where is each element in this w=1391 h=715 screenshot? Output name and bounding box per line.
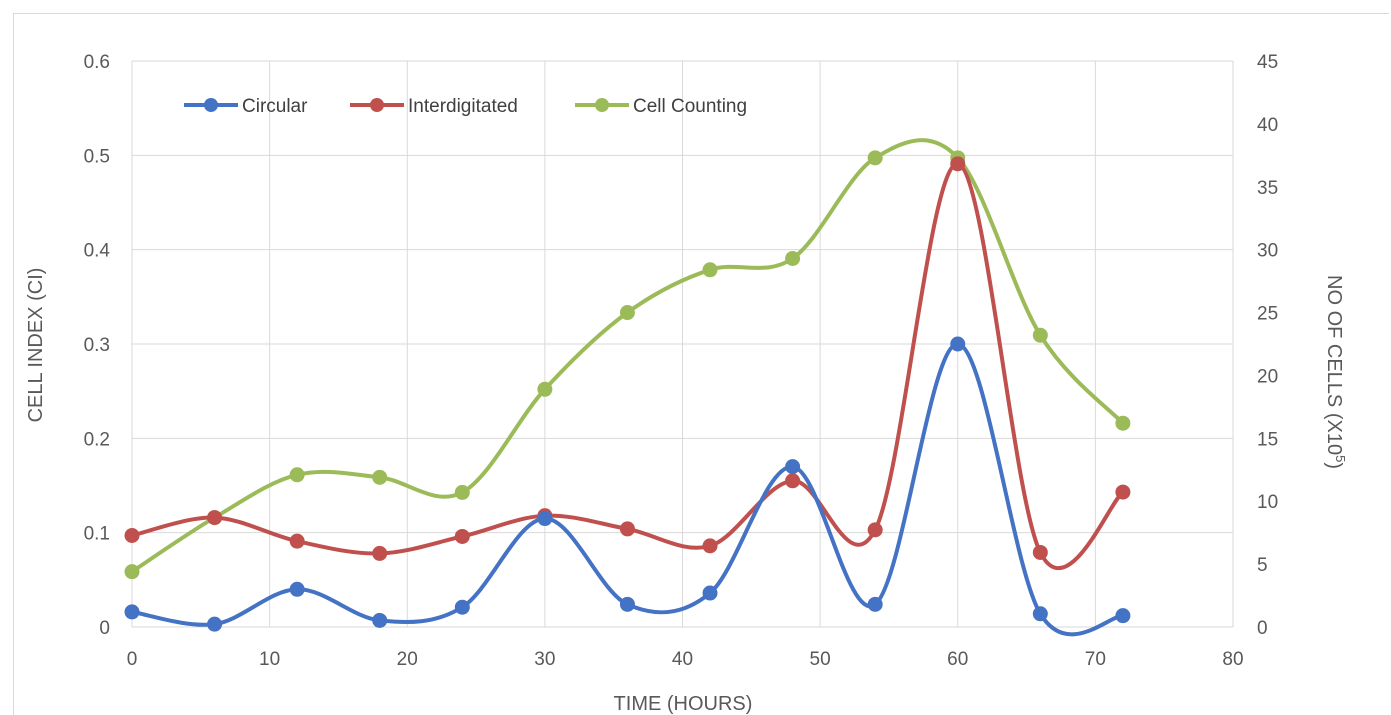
data-point-cell-counting bbox=[124, 564, 140, 580]
series-circular bbox=[124, 336, 1131, 637]
data-point-interdigitated bbox=[454, 528, 470, 544]
y2-tick-label: 10 bbox=[1257, 492, 1278, 513]
y2-tick-label: 5 bbox=[1257, 555, 1268, 576]
data-point-interdigitated bbox=[1115, 484, 1131, 500]
legend-label: Interdigitated bbox=[408, 96, 518, 117]
x-tick-label: 20 bbox=[397, 649, 418, 670]
data-point-interdigitated bbox=[207, 510, 223, 526]
x-tick-label: 0 bbox=[127, 649, 138, 670]
data-point-cell-counting bbox=[1032, 327, 1048, 343]
data-point-circular bbox=[1032, 606, 1048, 622]
data-point-circular bbox=[124, 604, 140, 620]
legend-item-cell-counting: Cell Counting bbox=[575, 96, 747, 117]
data-point-cell-counting bbox=[372, 469, 388, 485]
y-tick-label: 0.6 bbox=[84, 52, 110, 73]
legend-label: Circular bbox=[242, 96, 308, 117]
y-tick-label: 0.1 bbox=[84, 524, 110, 545]
legend-swatch-marker bbox=[204, 98, 218, 112]
x-tick-label: 60 bbox=[947, 649, 968, 670]
y2-tick-label: 45 bbox=[1257, 52, 1278, 73]
data-point-circular bbox=[537, 511, 553, 527]
data-point-interdigitated bbox=[1032, 544, 1048, 560]
data-point-cell-counting bbox=[785, 250, 801, 266]
y-tick-label: 0.5 bbox=[84, 146, 110, 167]
y2-tick-label: 0 bbox=[1257, 618, 1268, 639]
y2-axis-title-sup: 5 bbox=[1333, 455, 1348, 462]
chart-frame bbox=[13, 13, 1389, 715]
y2-axis-title: NO OF CELLS (X105) bbox=[1323, 275, 1348, 469]
series-interdigitated bbox=[124, 156, 1131, 571]
data-point-interdigitated bbox=[289, 533, 305, 549]
x-axis-title: TIME (HOURS) bbox=[614, 693, 753, 715]
data-point-circular bbox=[1115, 608, 1131, 624]
x-tick-label: 80 bbox=[1222, 649, 1243, 670]
data-point-interdigitated bbox=[124, 527, 140, 543]
data-point-circular bbox=[289, 581, 305, 597]
data-point-circular bbox=[702, 585, 718, 601]
y2-tick-label: 30 bbox=[1257, 241, 1278, 262]
x-tick-label: 40 bbox=[672, 649, 693, 670]
series-line-interdigitated bbox=[131, 161, 1125, 571]
data-point-circular bbox=[619, 596, 635, 612]
data-point-cell-counting bbox=[702, 262, 718, 278]
series-line-circular bbox=[131, 341, 1124, 637]
data-point-circular bbox=[372, 612, 388, 628]
data-point-circular bbox=[785, 459, 801, 475]
data-point-cell-counting bbox=[537, 381, 553, 397]
x-tick-label: 50 bbox=[810, 649, 831, 670]
y2-tick-label: 35 bbox=[1257, 178, 1278, 199]
data-point-interdigitated bbox=[372, 545, 388, 561]
data-point-cell-counting bbox=[454, 484, 470, 500]
series-layer bbox=[124, 138, 1131, 637]
legend: Circular Interdigitated Cell Counting bbox=[184, 96, 747, 117]
y-tick-label: 0 bbox=[99, 618, 110, 639]
y2-axis-title-main: NO OF CELLS (X10 bbox=[1323, 275, 1345, 455]
y-tick-label: 0.2 bbox=[84, 429, 110, 450]
legend-item-circular: Circular bbox=[184, 96, 308, 117]
data-point-interdigitated bbox=[867, 522, 883, 538]
y2-tick-label: 40 bbox=[1257, 115, 1278, 136]
y2-tick-label: 15 bbox=[1257, 429, 1278, 450]
series-cell-counting bbox=[124, 138, 1131, 580]
legend-label: Cell Counting bbox=[633, 96, 747, 117]
y2-tick-label: 20 bbox=[1257, 366, 1278, 387]
data-point-interdigitated bbox=[619, 521, 635, 537]
legend-item-interdigitated: Interdigitated bbox=[350, 96, 518, 117]
data-point-cell-counting bbox=[1115, 415, 1131, 431]
data-point-interdigitated bbox=[702, 538, 718, 554]
data-point-cell-counting bbox=[289, 467, 305, 483]
gridlines bbox=[131, 60, 1234, 628]
y-axis-title: CELL INDEX (CI) bbox=[25, 268, 47, 423]
y-tick-labels: 0 0.1 0.2 0.3 0.4 0.5 0.6 bbox=[84, 52, 111, 639]
y2-tick-labels: 0 5 10 15 20 25 30 35 40 45 bbox=[1257, 52, 1278, 639]
data-point-interdigitated bbox=[950, 156, 966, 172]
y2-tick-label: 25 bbox=[1257, 304, 1278, 325]
y-tick-label: 0.3 bbox=[84, 335, 110, 356]
y-tick-label: 0.4 bbox=[84, 241, 111, 262]
data-point-circular bbox=[950, 336, 966, 352]
data-point-circular bbox=[867, 596, 883, 612]
legend-swatch-marker bbox=[595, 98, 609, 112]
x-tick-label: 10 bbox=[259, 649, 280, 670]
x-tick-labels: 0 10 20 30 40 50 60 70 80 bbox=[127, 649, 1244, 670]
data-point-interdigitated bbox=[785, 473, 801, 489]
legend-swatch-marker bbox=[370, 98, 384, 112]
data-point-circular bbox=[454, 599, 470, 615]
data-point-cell-counting bbox=[867, 150, 883, 166]
x-tick-label: 70 bbox=[1085, 649, 1106, 670]
x-tick-label: 30 bbox=[534, 649, 555, 670]
data-point-circular bbox=[207, 616, 223, 632]
y2-axis-title-end: ) bbox=[1323, 462, 1345, 469]
data-point-cell-counting bbox=[619, 305, 635, 321]
series-line-cell-counting bbox=[130, 138, 1125, 574]
